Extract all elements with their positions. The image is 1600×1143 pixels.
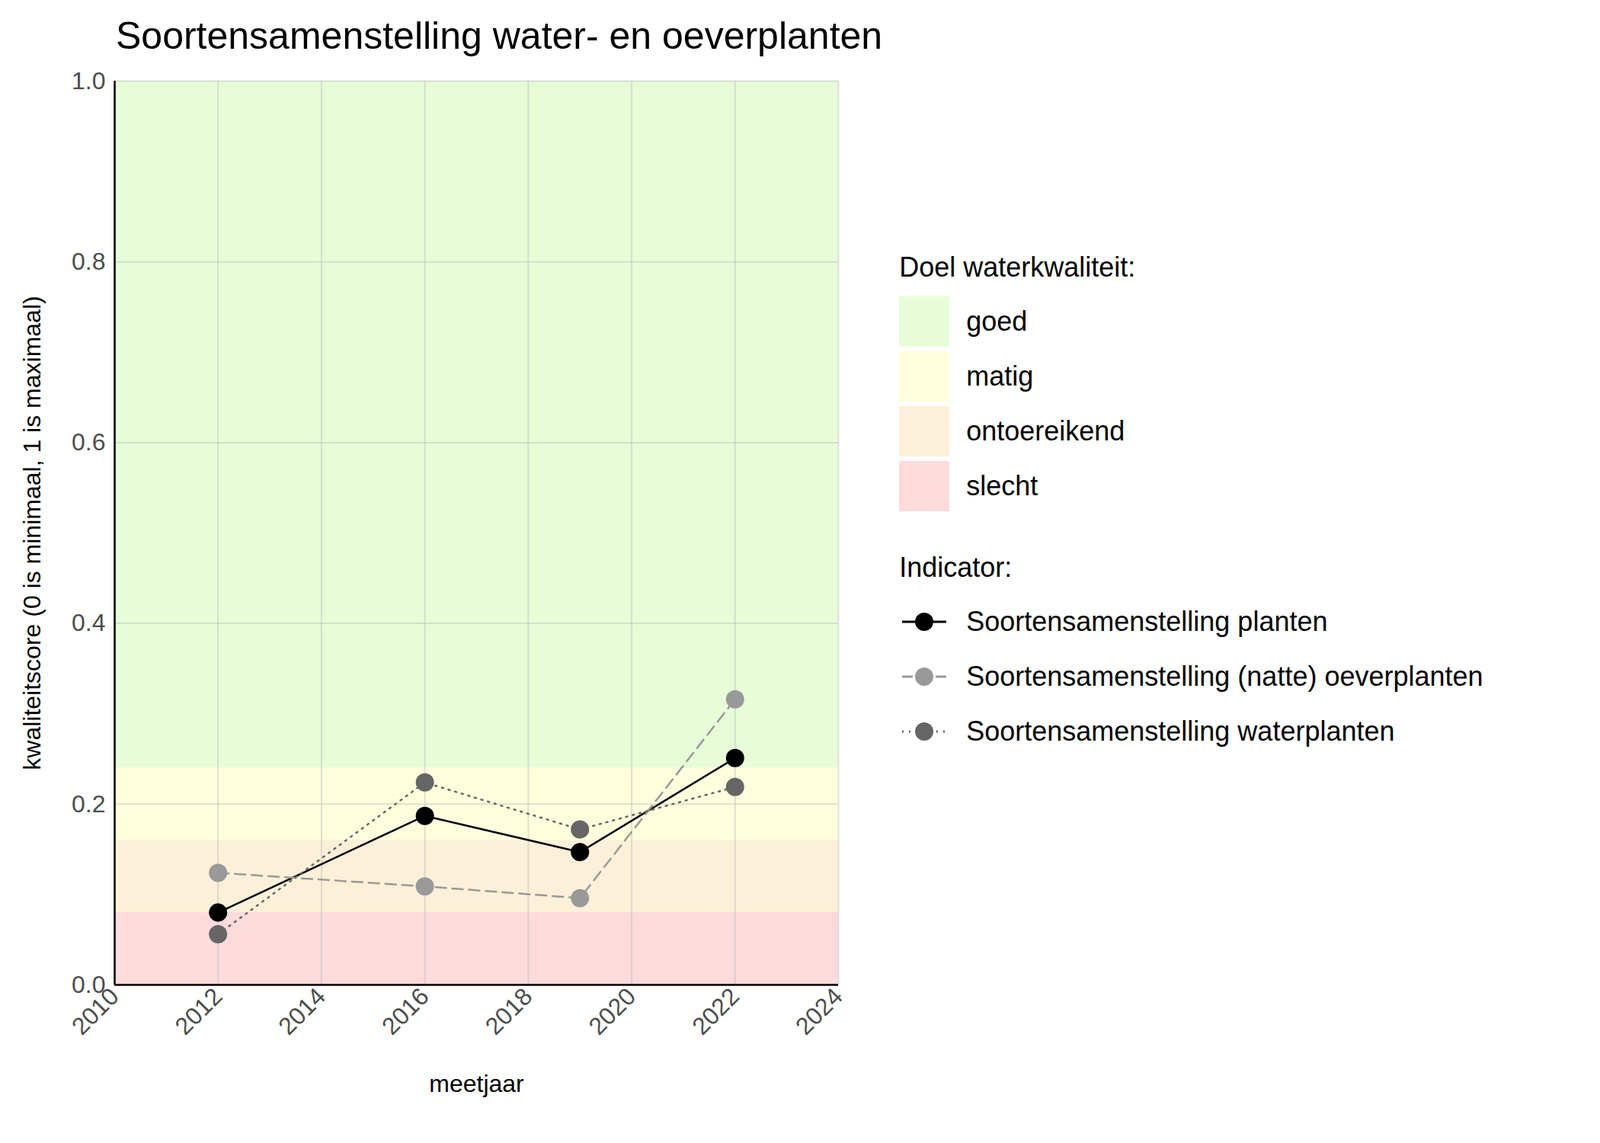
svg-text:2022: 2022 [686,982,745,1040]
svg-text:2014: 2014 [272,982,331,1040]
svg-text:0.0: 0.0 [71,970,106,998]
svg-text:0.6: 0.6 [71,428,106,456]
svg-text:2018: 2018 [480,982,538,1040]
svg-text:kwaliteitscore (0 is minimaal,: kwaliteitscore (0 is minimaal, 1 is maxi… [18,295,46,770]
html-text:Soortensamenstelling (natte) o: Soortensamenstelling (natte) oeverplante… [966,660,1484,692]
svg-text:meetjaar: meetjaar [428,1069,525,1098]
html-text:slecht: slecht [966,470,1038,502]
svg-text:0.8: 0.8 [71,247,106,276]
svg-text:2016: 2016 [376,982,435,1040]
html-text:Soortensamenstelling water- en: Soortensamenstelling water- en oeverplan… [115,14,883,58]
svg-text:0.4: 0.4 [71,608,106,637]
svg-text:2020: 2020 [582,982,641,1040]
html-text:Soortensamenstelling waterplan: Soortensamenstelling waterplanten [966,715,1395,747]
svg-text:1.0: 1.0 [71,67,106,95]
svg-text:2024: 2024 [790,982,848,1040]
html-text:Indicator:: Indicator: [899,551,1012,583]
html-text:goed: goed [966,305,1028,337]
html-text:Doel waterkwaliteit:: Doel waterkwaliteit: [899,251,1136,283]
html-text:matig: matig [966,360,1034,392]
html-text:ontoereikend: ontoereikend [966,415,1125,447]
svg-text:2010: 2010 [66,982,125,1040]
svg-text:0.2: 0.2 [71,790,106,818]
svg-text:2012: 2012 [169,982,228,1040]
html-text:Soortensamenstelling planten: Soortensamenstelling planten [966,605,1328,637]
